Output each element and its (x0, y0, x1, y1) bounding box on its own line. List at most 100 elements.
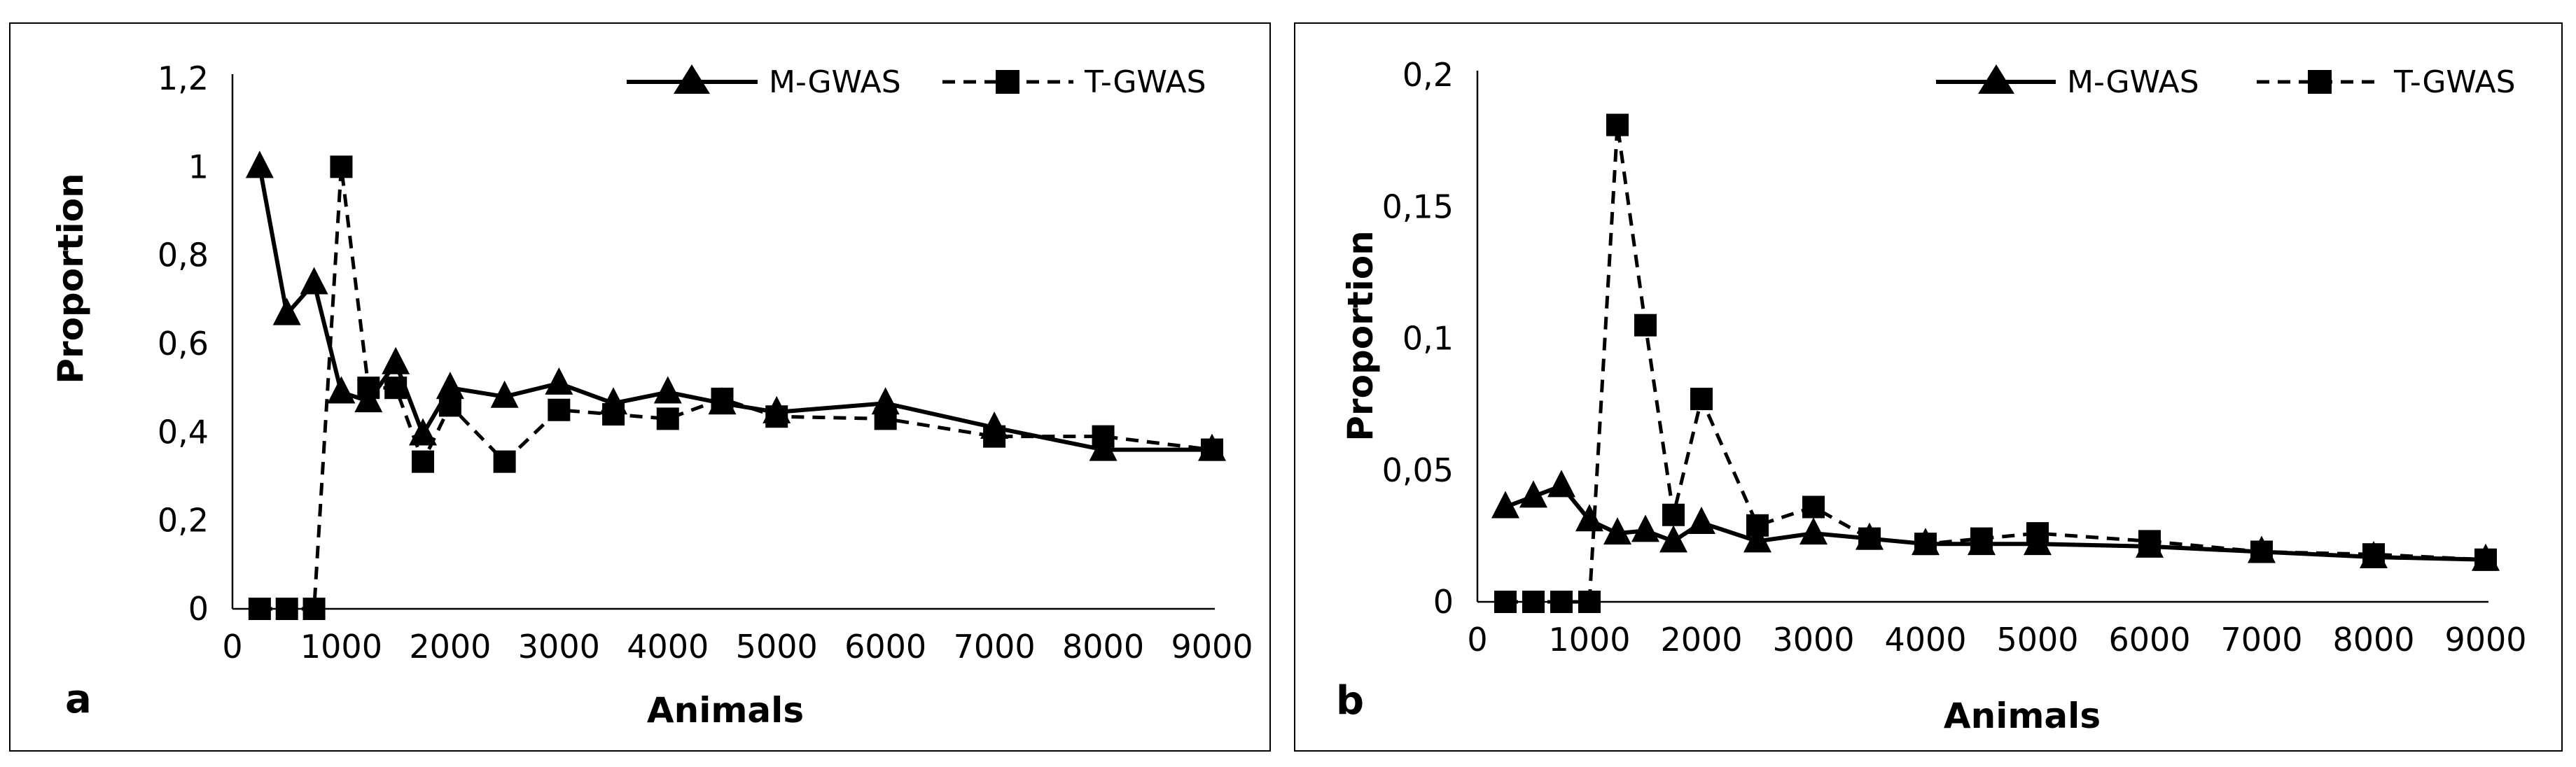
x-tick-label: 6000 (2108, 621, 2190, 659)
data-point-m-gwas (1659, 525, 1687, 553)
data-point-t-gwas (2250, 540, 2273, 563)
data-point-m-gwas (436, 372, 464, 400)
panel-a-series-lines (257, 164, 1213, 611)
x-tick-label: 5000 (736, 628, 818, 666)
data-point-m-gwas (1799, 517, 1827, 545)
panel-b-legend: M-GWAS T-GWAS (1936, 64, 2516, 100)
y-tick-label: 0,4 (158, 413, 209, 451)
x-tick-label: 6000 (844, 628, 926, 666)
panel-a-y-ticks: 0 0,2 0,4 0,6 0,8 1 1,2 (158, 59, 209, 628)
y-tick-label: 0,8 (158, 237, 209, 274)
data-point-t-gwas (1092, 425, 1115, 448)
x-tick-label: 8000 (2332, 621, 2414, 659)
panel-a: 0 0,2 0,4 0,6 0,8 1 1,2 0 1000 2000 3000 4000 5000 6… (9, 22, 1271, 752)
y-tick-label: 0,2 (158, 502, 209, 540)
data-point-t-gwas (874, 407, 897, 430)
panel-b-x-axis-title: Animals (1944, 696, 2101, 736)
x-tick-label: 1000 (1548, 621, 1630, 659)
series-line-t-gwas (259, 164, 1213, 611)
data-point-t-gwas (493, 450, 516, 473)
data-point-t-gwas (2026, 522, 2049, 545)
data-point-t-gwas (1634, 314, 1657, 337)
data-point-m-gwas (245, 150, 274, 178)
data-point-t-gwas (2138, 530, 2161, 553)
data-point-m-gwas (1575, 504, 1603, 532)
panel-a-frame (9, 22, 1271, 752)
data-point-m-gwas (1547, 470, 1575, 498)
data-point-m-gwas (272, 297, 301, 325)
data-point-t-gwas (1970, 527, 1993, 550)
legend-marker-square (996, 70, 1019, 94)
panel-a-series-markers (245, 150, 1226, 620)
x-tick-label: 0 (1467, 621, 1487, 659)
series-line-m-gwas (257, 166, 1212, 452)
legend-label-t-gwas: T-GWAS (1084, 64, 1206, 100)
data-point-t-gwas (602, 403, 625, 426)
panel-a-y-axis-title: Proportion (50, 173, 91, 384)
data-point-t-gwas (1201, 438, 1223, 461)
data-point-m-gwas (490, 380, 519, 408)
legend-label-t-gwas: T-GWAS (2393, 64, 2516, 100)
data-point-t-gwas (983, 425, 1006, 448)
data-point-t-gwas (275, 598, 298, 620)
x-tick-label: 7000 (2220, 621, 2302, 659)
data-point-m-gwas (1631, 514, 1659, 542)
data-point-t-gwas (330, 155, 353, 178)
data-point-t-gwas (1550, 591, 1573, 613)
data-point-m-gwas (1519, 480, 1547, 508)
data-point-t-gwas (357, 377, 380, 400)
y-tick-label: 0 (188, 590, 209, 628)
x-tick-label: 9000 (1171, 628, 1253, 666)
data-point-t-gwas (1494, 591, 1517, 613)
y-tick-label: 0,05 (1382, 451, 1454, 489)
y-tick-label: 0,1 (1402, 320, 1454, 358)
data-point-t-gwas (2362, 543, 2385, 566)
data-point-t-gwas (302, 598, 326, 620)
data-point-t-gwas (1606, 113, 1629, 136)
data-point-t-gwas (1522, 591, 1545, 613)
y-tick-label: 1 (188, 148, 209, 185)
x-tick-label: 2000 (1660, 621, 1742, 659)
data-point-t-gwas (548, 398, 571, 421)
y-tick-label: 0,6 (158, 325, 209, 363)
x-tick-label: 5000 (1996, 621, 2078, 659)
data-point-t-gwas (1802, 495, 1825, 519)
data-point-m-gwas (653, 376, 682, 404)
panel-a-x-ticks: 0 1000 2000 3000 4000 5000 6000 7000 8000 9000 (222, 628, 1253, 666)
data-point-t-gwas (1746, 514, 1769, 537)
data-point-t-gwas (1914, 533, 1937, 556)
data-point-m-gwas (1743, 525, 1771, 553)
data-point-t-gwas (1858, 527, 1881, 550)
data-point-m-gwas (409, 418, 438, 446)
x-tick-label: 9000 (2444, 621, 2526, 659)
x-tick-label: 2000 (409, 628, 491, 666)
x-tick-label: 4000 (1884, 621, 1966, 659)
panel-b-letter: b (1336, 678, 1364, 724)
data-point-m-gwas (300, 267, 328, 295)
panel-a-x-axis-title: Animals (647, 690, 804, 731)
y-tick-label: 1,2 (158, 59, 209, 97)
x-tick-label: 3000 (518, 628, 600, 666)
legend-marker-triangle (674, 64, 710, 94)
legend-marker-triangle (1978, 64, 2014, 94)
legend-label-m-gwas: M-GWAS (2067, 64, 2199, 100)
data-point-m-gwas (1491, 491, 1519, 519)
x-tick-label: 1000 (300, 628, 382, 666)
panel-b-y-ticks: 0 0,05 0,1 0,15 0,2 (1382, 56, 1454, 621)
panel-b-frame (1294, 22, 2563, 752)
data-point-t-gwas (656, 407, 679, 430)
data-point-t-gwas (438, 394, 461, 417)
panel-b: 0 0,05 0,1 0,15 0,2 0 1000 2000 3000 4000 5000 600… (1294, 22, 2563, 752)
data-point-m-gwas (382, 346, 410, 374)
data-point-m-gwas (545, 367, 573, 395)
x-tick-label: 3000 (1772, 621, 1854, 659)
x-tick-label: 0 (222, 628, 242, 666)
data-point-m-gwas (1687, 507, 1715, 535)
panel-b-y-axis-title: Proportion (1340, 230, 1381, 441)
panel-a-legend: M-GWAS T-GWAS (627, 64, 1206, 100)
series-line-t-gwas (1505, 123, 2486, 604)
data-point-t-gwas (248, 598, 271, 620)
panel-a-letter: a (65, 677, 92, 722)
data-point-t-gwas (1690, 388, 1713, 411)
